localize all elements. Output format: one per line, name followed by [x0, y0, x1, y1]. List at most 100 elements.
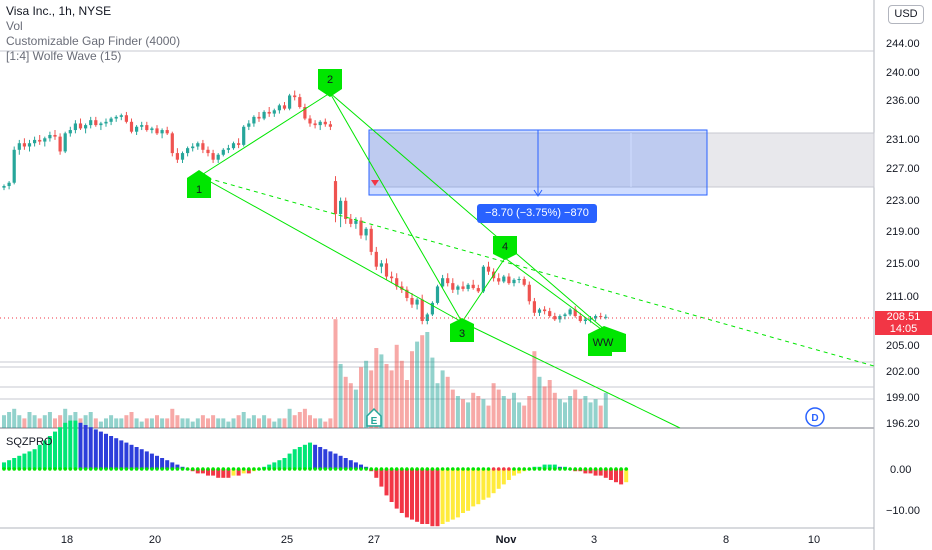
candle-body: [604, 316, 608, 318]
volume-bar: [109, 415, 114, 428]
candle-body: [145, 125, 149, 131]
volume-bar: [440, 370, 445, 428]
squeeze-bar: [109, 436, 114, 469]
volume-bar: [501, 396, 506, 428]
squeeze-dot: [349, 467, 353, 471]
volume-bar: [420, 335, 425, 428]
squeeze-dot: [481, 467, 486, 471]
wolfe-line-2-4: [329, 92, 606, 331]
measure-label[interactable]: −8.70 (−3.75%) −870: [477, 204, 597, 223]
squeeze-dot: [12, 467, 16, 471]
volume-bar: [598, 405, 603, 428]
price-tick: 202.00: [886, 366, 920, 378]
squeeze-bar: [165, 460, 170, 469]
study-label-sqzpro[interactable]: SQZPRO: [6, 436, 53, 448]
volume-bar: [476, 396, 481, 428]
squeeze-bar: [425, 469, 430, 524]
earnings-badge[interactable]: E: [366, 407, 382, 427]
squeeze-bar: [272, 462, 277, 469]
volume-bar: [83, 415, 88, 428]
oscillator-axis[interactable]: 0.00 −10.00: [886, 464, 920, 517]
last-price-tag: 208.51 14:05: [875, 311, 932, 335]
volume-bar: [195, 418, 200, 428]
volume-bar: [603, 392, 608, 428]
squeeze-bar: [343, 458, 348, 469]
squeeze-dot: [354, 467, 358, 471]
squeeze-dot: [558, 467, 562, 471]
candle-body: [135, 126, 139, 132]
squeeze-dot: [165, 467, 169, 471]
squeeze-bar: [88, 427, 93, 469]
candle-body: [170, 133, 174, 154]
candle-body: [27, 143, 32, 147]
squeeze-dot: [104, 467, 108, 471]
wolfe-marker-ww[interactable]: WW: [588, 326, 626, 356]
time-axis[interactable]: 18 20 25 27 Nov 3 8 10: [61, 534, 820, 546]
volume-bar: [313, 418, 318, 428]
candle-body: [226, 148, 230, 150]
dividend-badge[interactable]: D: [805, 407, 825, 427]
wolfe-marker-4[interactable]: 4: [493, 236, 517, 260]
legend-symbol[interactable]: Visa Inc., 1h, NYSE: [6, 4, 112, 18]
price-axis[interactable]: 244.00 240.00 236.00 231.00 227.00 223.0…: [886, 38, 920, 430]
candle-body: [384, 263, 389, 277]
squeeze-dot: [313, 467, 317, 471]
wolfe-marker-1[interactable]: 1: [187, 170, 211, 198]
volume-bar: [338, 364, 343, 428]
wolfe-wave-lines[interactable]: [199, 92, 875, 429]
volume-bar: [17, 415, 22, 428]
squeeze-dot: [221, 467, 226, 471]
wolfe-line-3-4: [461, 257, 506, 323]
squeeze-dot: [308, 467, 312, 471]
squeeze-dot: [384, 467, 389, 471]
squeeze-bar: [353, 462, 358, 469]
legend-indicator-gap-finder[interactable]: Customizable Gap Finder (4000): [6, 34, 181, 48]
squeeze-bar: [338, 455, 343, 469]
squeeze-dot: [247, 467, 251, 471]
candle-body: [405, 289, 409, 298]
wolfe-marker-2-label: 2: [327, 74, 333, 86]
squeeze-dot: [445, 467, 450, 471]
candle-body: [578, 316, 582, 321]
candle-body: [573, 309, 577, 317]
candle-body: [68, 130, 72, 134]
squeeze-bar: [32, 449, 37, 469]
volume-bar: [129, 412, 134, 428]
wolfe-marker-3[interactable]: 3: [450, 318, 474, 342]
candle-body: [237, 143, 241, 145]
volume-bar: [415, 341, 420, 428]
candle-body: [308, 118, 312, 124]
volume-bar: [257, 418, 261, 428]
candle-body: [2, 186, 6, 188]
squeeze-dot: [359, 467, 363, 471]
squeeze-dot: [236, 467, 241, 471]
squeeze-dot: [440, 467, 445, 471]
squeeze-bar: [410, 469, 414, 520]
squeeze-bar: [297, 447, 302, 469]
squeeze-bar: [267, 464, 272, 469]
candle-body: [231, 143, 236, 149]
squeeze-bar: [323, 449, 328, 469]
squeeze-dot: [573, 467, 577, 471]
squeeze-bar: [149, 453, 154, 469]
volume-bar: [63, 408, 68, 428]
wolfe-marker-3-label: 3: [459, 328, 465, 340]
volume-bar: [410, 351, 414, 428]
squeeze-dot: [252, 467, 256, 471]
candle-body: [466, 284, 470, 289]
candle-body: [486, 266, 491, 272]
squeeze-dot: [119, 467, 124, 471]
gap-marker-icon: [371, 180, 379, 186]
candle-body: [354, 220, 358, 224]
wolfe-marker-2[interactable]: 2: [318, 69, 342, 97]
currency-button[interactable]: USD: [888, 5, 924, 24]
legend-indicator-wolfe-wave[interactable]: [1:4] Wolfe Wave (15): [6, 49, 122, 63]
volume-bar: [374, 348, 379, 428]
candle-body: [390, 276, 394, 279]
legend-indicator-vol[interactable]: Vol: [6, 19, 23, 33]
squeeze-dot: [58, 467, 62, 471]
price-tick: 223.00: [886, 195, 920, 207]
squeeze-dot: [206, 467, 210, 471]
squeeze-dot: [333, 467, 338, 471]
